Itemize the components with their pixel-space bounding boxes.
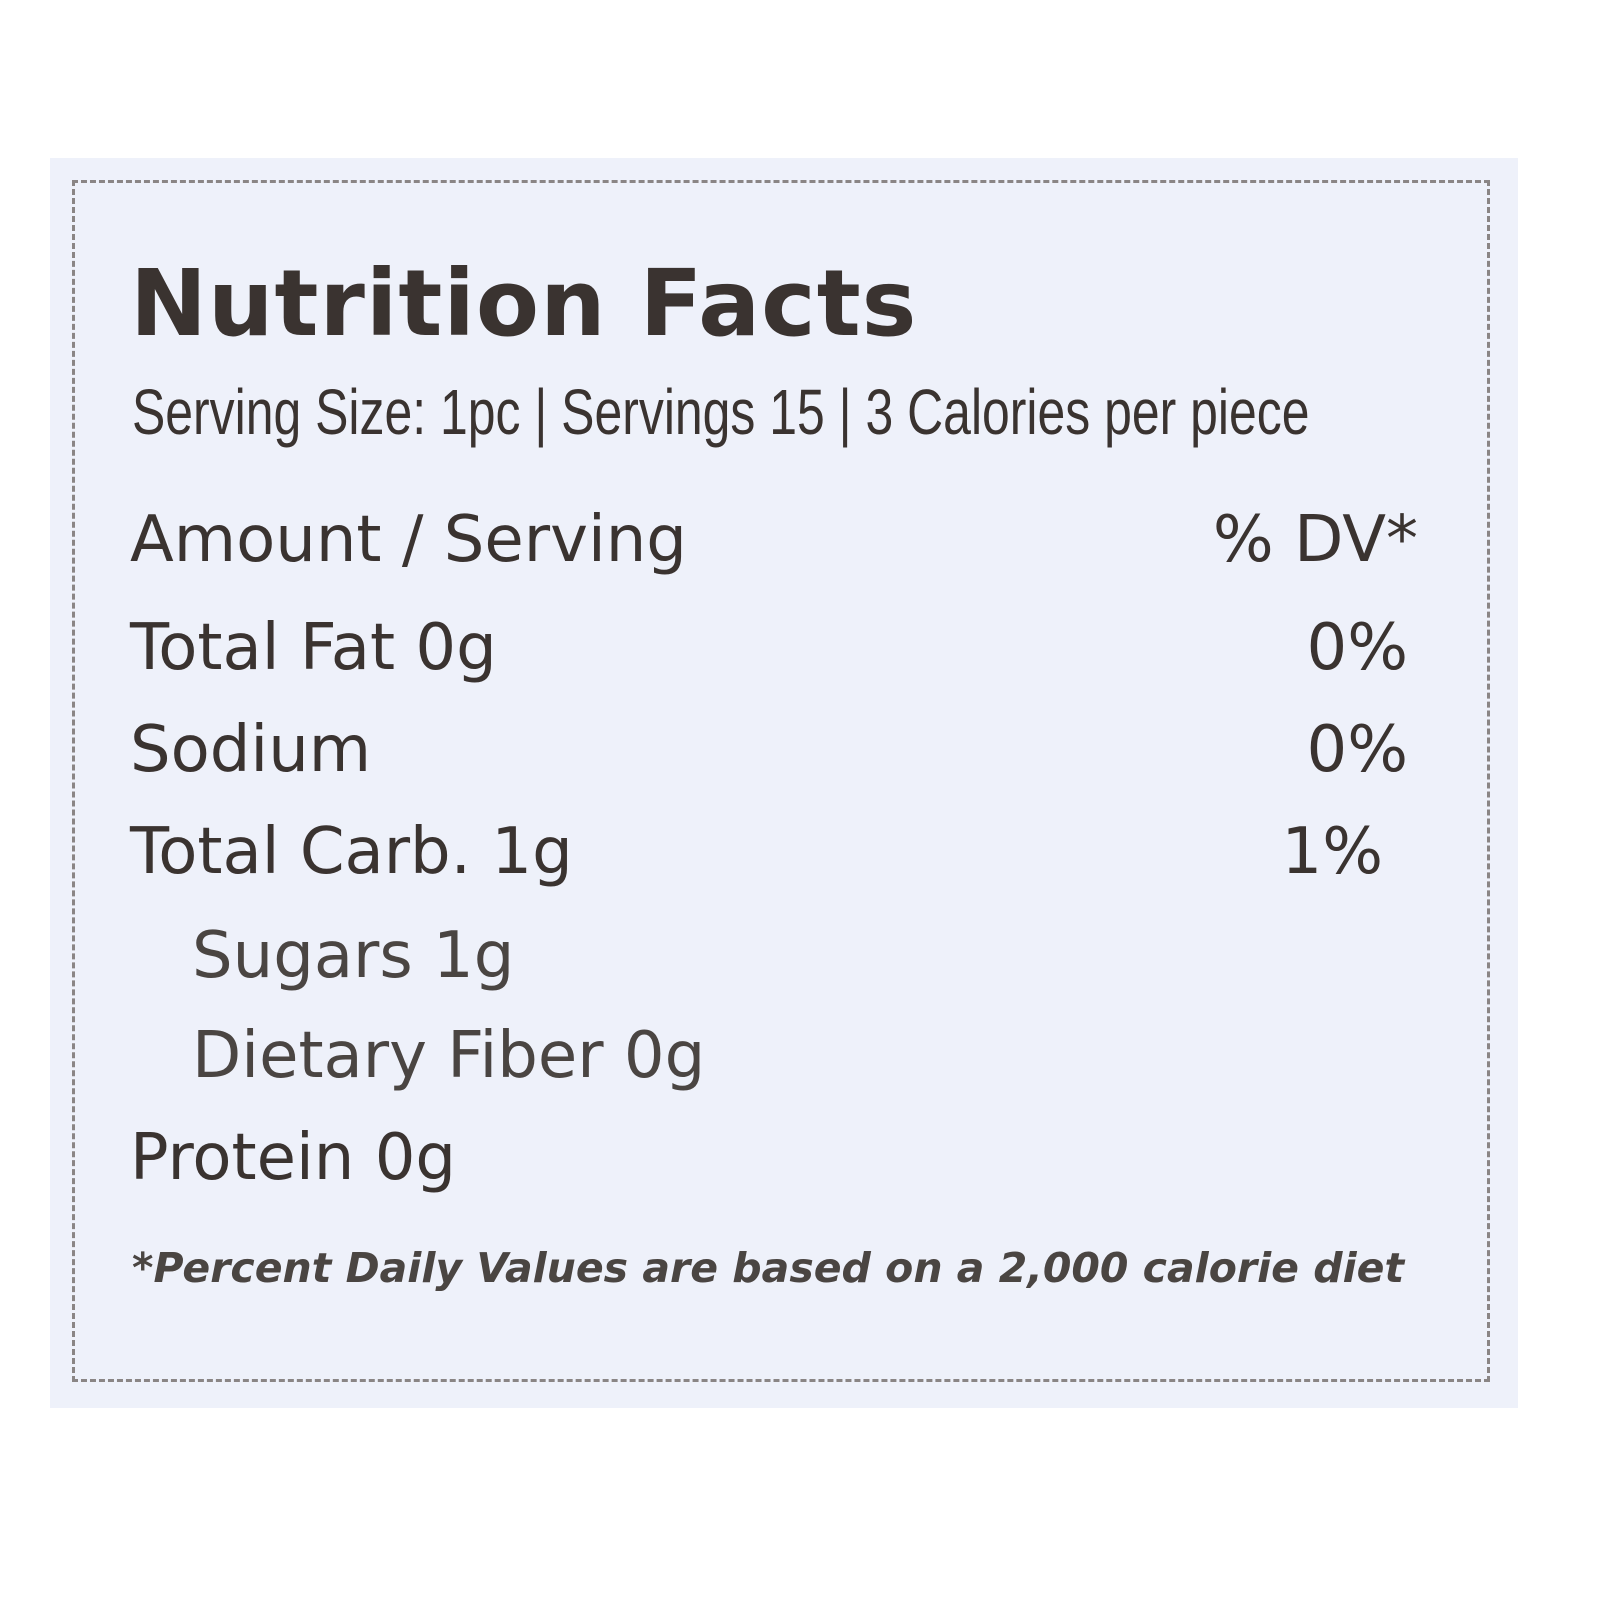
dv-header: % DV* (1212, 503, 1418, 577)
footnote: *Percent Daily Values are based on a 2,0… (132, 1244, 1405, 1292)
dv-sodium: 0% (1306, 713, 1408, 787)
dashed-border (72, 180, 1490, 1382)
amount-header: Amount / Serving (130, 503, 687, 577)
row-protein: Protein 0g (130, 1121, 457, 1195)
row-sugars: Sugars 1g (192, 919, 515, 993)
row-total-carb: Total Carb. 1g (130, 815, 573, 889)
nutrition-label-panel: Nutrition Facts Serving Size: 1pc | Serv… (50, 158, 1518, 1408)
dv-total-carb: 1% (1281, 815, 1383, 889)
label-title: Nutrition Facts (130, 250, 918, 357)
row-total-fat: Total Fat 0g (130, 611, 497, 685)
dv-total-fat: 0% (1306, 611, 1408, 685)
serving-info: Serving Size: 1pc | Servings 15 | 3 Calo… (132, 376, 1310, 448)
row-dietary-fiber: Dietary Fiber 0g (192, 1019, 706, 1093)
row-sodium: Sodium (130, 713, 372, 787)
